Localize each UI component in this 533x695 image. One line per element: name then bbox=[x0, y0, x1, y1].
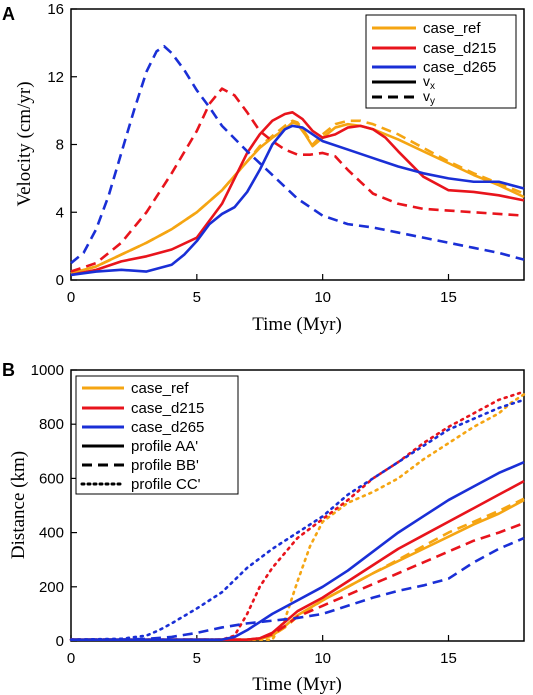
panel-a-legend-label-case-d265: case_d265 bbox=[423, 59, 496, 76]
panel-b-series-case-d215-cc bbox=[69, 390, 526, 641]
panel-b-series-case-d265-bb bbox=[71, 536, 525, 641]
panel-b-series bbox=[69, 390, 526, 641]
panel-a-x-axis-label: Time (Myr) bbox=[252, 314, 342, 335]
panel-b-frame bbox=[70, 369, 525, 642]
panel-a-series-case-d265-vx bbox=[70, 124, 525, 277]
panel-b-legend-label-profile-aa: profile AA' bbox=[131, 438, 198, 455]
panel-b-series-case-ref-cc bbox=[69, 393, 526, 641]
panel-a-legend-label-vy: vy bbox=[423, 88, 435, 107]
panel-b-y-tick-label-4: 800 bbox=[39, 416, 64, 433]
panel-b-x-tick-label-0: 0 bbox=[67, 650, 75, 667]
panel-a-legend-label-vx-base: v bbox=[423, 73, 430, 89]
panel-b-legend-label-profile-cc: profile CC' bbox=[131, 476, 201, 493]
panel-b: B 0 5 10 15 0 200 400 600 800 1000 Time (Myr) Dis… bbox=[2, 360, 526, 695]
panel-b-axes: 0 5 10 15 0 200 400 600 800 1000 bbox=[31, 362, 457, 667]
panel-b-label: B bbox=[2, 360, 15, 380]
panel-a-series-case-d215-vx bbox=[70, 111, 525, 277]
panel-b-x-tick-label-3: 15 bbox=[440, 650, 457, 667]
panel-a-x-tick-label-1: 5 bbox=[193, 289, 201, 306]
panel-b-y-tick-label-2: 400 bbox=[39, 525, 64, 542]
panel-a-legend-box bbox=[365, 14, 517, 109]
panel-a-x-tick-label-0: 0 bbox=[67, 289, 75, 306]
panel-a-series-case-d215-vy bbox=[70, 87, 525, 273]
panel-a-y-tick-label-2: 8 bbox=[56, 137, 64, 154]
panel-b-series-case-d215-bb bbox=[71, 521, 525, 641]
panel-b-legend: case_ref case_d215 case_d265 profile AA'… bbox=[75, 375, 239, 495]
panel-b-legend-label-case-d215: case_d215 bbox=[131, 400, 204, 417]
panel-a-y-axis-label: Velocity (cm/yr) bbox=[14, 81, 35, 206]
panel-a-x-tick-label-3: 15 bbox=[440, 289, 457, 306]
panel-b-legend-label-case-d265: case_d265 bbox=[131, 419, 204, 436]
panel-a-y-tick-label-0: 0 bbox=[56, 272, 64, 289]
panel-a-legend-label-vx-sub: x bbox=[430, 81, 435, 92]
panel-b-legend-label-case-ref: case_ref bbox=[131, 380, 189, 397]
panel-a-legend-label-case-d215: case_d215 bbox=[423, 40, 496, 57]
panel-b-legend-label-profile-bb: profile BB' bbox=[131, 457, 199, 474]
panel-a-x-tick-label-2: 10 bbox=[314, 289, 331, 306]
panel-b-y-tick-label-5: 1000 bbox=[31, 362, 64, 379]
panel-a-y-tick-label-4: 16 bbox=[47, 1, 64, 18]
panel-b-y-tick-label-3: 600 bbox=[39, 470, 64, 487]
panel-b-y-tick-label-0: 0 bbox=[56, 633, 64, 650]
panel-a-legend-label-vx: vx bbox=[423, 73, 435, 92]
panel-a-series-case-ref-vy bbox=[70, 119, 525, 275]
panel-b-y-tick-label-1: 200 bbox=[39, 579, 64, 596]
panel-b-series-case-d265-cc bbox=[69, 398, 526, 641]
panel-b-y-axis-label: Distance (km) bbox=[8, 451, 29, 559]
panel-a-legend-label-vy-sub: y bbox=[430, 96, 435, 107]
panel-a: A 0 5 10 15 0 4 8 12 16 Time (Myr) Velocity (cm/… bbox=[2, 1, 525, 335]
panel-a-axes: 0 5 10 15 0 4 8 12 16 bbox=[47, 1, 457, 306]
panel-a-y-tick-label-1: 4 bbox=[56, 204, 64, 221]
panel-a-legend: case_ref case_d215 case_d265 vx vy bbox=[365, 14, 517, 109]
panel-b-x-axis-label: Time (Myr) bbox=[252, 674, 342, 695]
panel-a-series bbox=[70, 44, 525, 277]
panel-a-legend-label-vy-base: v bbox=[423, 88, 430, 104]
panel-b-x-tick-label-1: 5 bbox=[193, 650, 201, 667]
panel-a-legend-label-case-ref: case_ref bbox=[423, 20, 481, 37]
panel-b-x-tick-label-2: 10 bbox=[314, 650, 331, 667]
panel-b-legend-box bbox=[75, 375, 239, 495]
panel-a-series-case-ref-vx bbox=[70, 121, 525, 275]
panel-a-label: A bbox=[2, 4, 15, 24]
panel-a-series-case-d265-vy bbox=[70, 44, 525, 265]
panel-b-series-case-d265-aa bbox=[71, 460, 525, 641]
panel-a-y-tick-label-3: 12 bbox=[47, 69, 64, 86]
